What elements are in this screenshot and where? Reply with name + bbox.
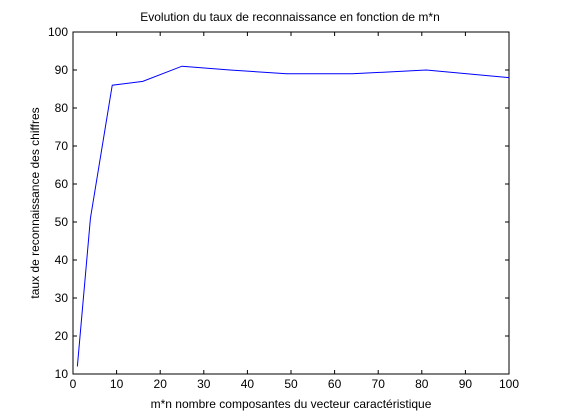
y-tick-label: 40 [55,253,69,267]
x-tick-label: 30 [197,377,211,391]
y-tick-label: 10 [55,367,69,381]
chart-title: Evolution du taux de reconnaissance en f… [140,10,440,24]
y-tick-label: 30 [55,291,69,305]
series-line [76,65,510,367]
series-layer [76,65,510,367]
y-tick-label: 80 [55,101,69,115]
x-tick-label: 0 [70,377,77,391]
y-tick-label: 60 [55,177,69,191]
y-tick-label: 100 [48,25,68,39]
y-tick-label: 20 [55,329,69,343]
x-tick-label: 60 [328,377,342,391]
x-tick-label: 20 [154,377,168,391]
x-tick-label: 90 [459,377,473,391]
plot-area [72,31,510,375]
y-tick-label: 70 [55,139,69,153]
y-tick-label: 50 [55,215,69,229]
x-axis-label: m*n nombre composantes du vecteur caract… [151,397,432,411]
x-tick-label: 100 [499,377,519,391]
x-tick-label: 40 [241,377,255,391]
y-tick-label: 90 [55,63,69,77]
y-axis-label: taux de reconnaissance des chiffres [28,107,42,298]
axis-ticks: 0 10 20 30 40 50 60 70 80 90 100102030405060708090… [48,25,519,391]
x-tick-label: 80 [415,377,429,391]
x-tick-label: 10 [110,377,124,391]
x-tick-label: 50 [284,377,298,391]
x-tick-label: 70 [372,377,386,391]
